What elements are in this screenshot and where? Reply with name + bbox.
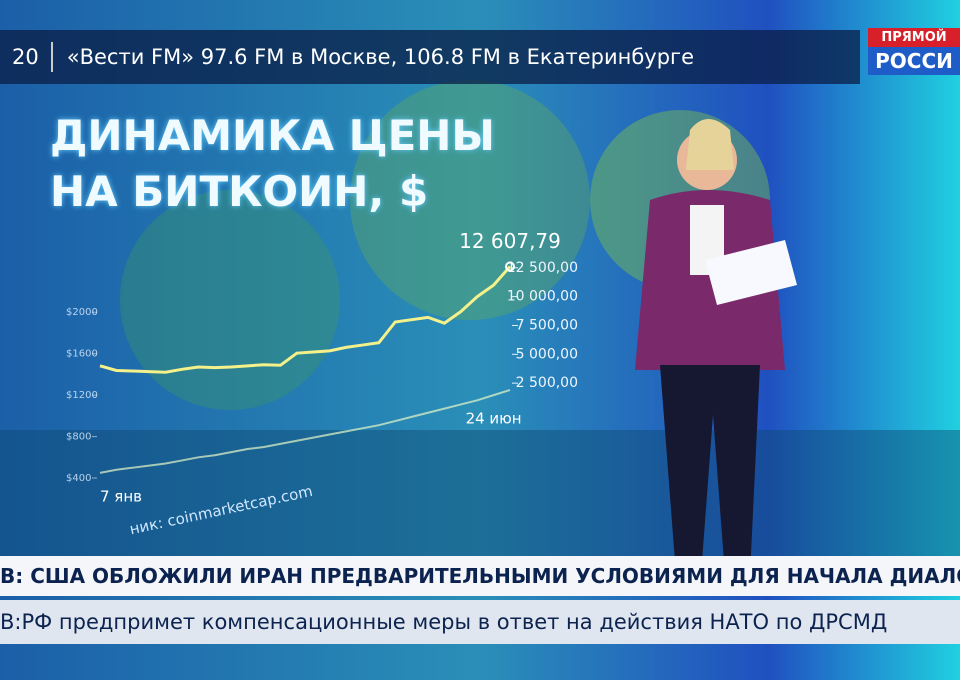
ticker-news: В:РФ предпримет компенсационные меры в о… <box>0 600 960 644</box>
value-label: 12 607,79 <box>459 229 561 253</box>
channel-name: РОССИ <box>868 47 960 75</box>
peak-marker <box>505 261 515 272</box>
coin-art <box>120 190 340 410</box>
y-tick-label: 2 500,00 <box>516 375 578 391</box>
clock: 20 <box>0 42 53 72</box>
live-badge: ПРЯМОЙ <box>868 28 960 47</box>
radio-info: «Вести FM» 97.6 FM в Москве, 106.8 FM в … <box>66 45 694 69</box>
chart-title: ДИНАМИКА ЦЕНЫ НА БИТКОИН, $ <box>50 111 495 216</box>
y-tick-label: 7 500,00 <box>516 317 578 333</box>
presenter <box>635 119 797 575</box>
x-tick-label: 7 янв <box>100 487 142 505</box>
channel-logo: ПРЯМОЙ РОССИ <box>868 28 960 75</box>
y2-tick-label: $1200 <box>66 390 98 401</box>
series-line <box>99 265 512 374</box>
y-tick-label: 12 500,00 <box>507 260 578 276</box>
ticker-headline: В: США ОБЛОЖИЛИ ИРАН ПРЕДВАРИТЕЛЬНЫМИ УС… <box>0 556 960 596</box>
y2-tick-label: $400 <box>66 473 91 484</box>
y2-tick-label: $2000 <box>66 307 98 318</box>
coin-art <box>350 80 590 320</box>
y-tick-label: 10 000,00 <box>507 289 578 305</box>
series-line <box>99 389 511 474</box>
y2-tick-label: $800 <box>66 432 91 443</box>
x-tick-label: 24 июн <box>466 410 522 428</box>
info-bar: 20 «Вести FM» 97.6 FM в Москве, 106.8 FM … <box>0 30 860 84</box>
y2-tick-label: $1600 <box>66 349 98 360</box>
y-tick-label: 5 000,00 <box>516 346 578 362</box>
floor <box>0 430 960 560</box>
